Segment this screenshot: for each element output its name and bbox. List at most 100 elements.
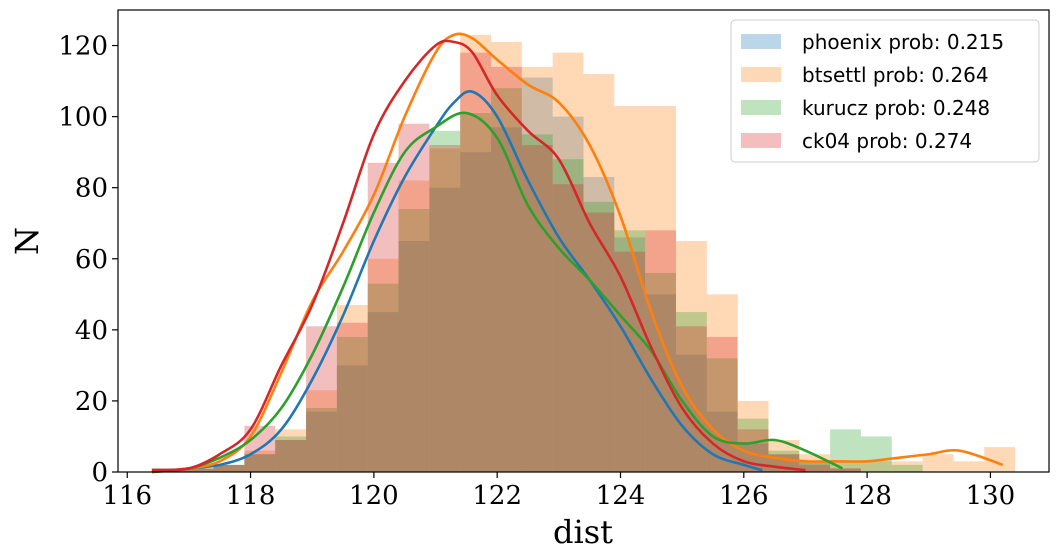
legend-swatch-series-2 <box>741 100 781 115</box>
bar <box>583 212 615 473</box>
bar <box>583 73 615 472</box>
kde-line-series-0 <box>151 89 763 474</box>
bar <box>953 461 985 472</box>
bar <box>398 123 430 472</box>
bar <box>552 159 584 472</box>
bar <box>614 105 646 472</box>
bar <box>213 464 245 472</box>
y-tick-label: 20 <box>75 387 108 417</box>
x-tick-label: 126 <box>719 481 769 511</box>
bar <box>830 461 861 472</box>
bar <box>429 145 461 473</box>
y-axis-label: N <box>8 227 46 255</box>
legend-label-series-0: phoenix prob: 0.215 <box>802 30 1004 54</box>
kde-curves <box>151 32 1004 474</box>
bar <box>521 134 553 472</box>
bar <box>213 464 245 472</box>
kde-line-series-1 <box>151 32 1004 474</box>
bar <box>891 461 923 472</box>
bar <box>213 464 245 472</box>
y-tick-label: 0 <box>91 458 108 488</box>
bar <box>491 66 522 472</box>
bar <box>182 468 214 472</box>
bar <box>830 468 861 472</box>
y-axis: 0 20 40 60 80 100 120 <box>58 32 118 488</box>
bar <box>521 145 553 473</box>
bar <box>306 408 337 472</box>
histogram-bars <box>151 34 1016 473</box>
y-tick-label: 40 <box>75 316 108 346</box>
y-tick-label: 80 <box>75 174 108 204</box>
bar <box>336 304 368 472</box>
bar <box>830 468 861 472</box>
bar <box>860 436 892 472</box>
bar <box>336 322 368 472</box>
series-2-bars <box>151 88 923 473</box>
bar <box>491 127 522 473</box>
bar <box>244 454 276 472</box>
x-tick-label: 130 <box>966 481 1016 511</box>
bar <box>429 130 461 473</box>
bar <box>398 241 430 472</box>
x-tick-label: 128 <box>842 481 892 511</box>
x-tick-label: 116 <box>102 481 152 511</box>
bar <box>182 468 214 472</box>
bar <box>182 468 214 472</box>
x-axis: 116 118 120 122 124 126 128 130 <box>102 472 1015 511</box>
legend-swatch-series-1 <box>741 67 781 82</box>
bar <box>367 283 399 472</box>
bar <box>367 162 399 473</box>
bar <box>583 201 615 472</box>
bar <box>521 77 553 473</box>
bar <box>398 209 430 472</box>
legend-frame <box>730 19 1040 163</box>
bar <box>336 365 368 472</box>
bar <box>398 180 430 473</box>
bar <box>429 148 461 472</box>
bar <box>799 464 831 472</box>
series-1-bars <box>151 34 1016 473</box>
bar <box>275 429 307 472</box>
bar <box>521 66 553 472</box>
bar <box>460 152 492 472</box>
bar <box>860 461 892 472</box>
bar <box>583 177 615 472</box>
bar <box>367 312 399 472</box>
bar <box>891 464 923 472</box>
x-tick-label: 120 <box>349 481 399 511</box>
x-axis-label: dist <box>553 513 613 551</box>
bar <box>491 88 522 472</box>
bar <box>799 461 831 472</box>
plot-frame <box>117 9 1050 473</box>
bar <box>922 454 954 472</box>
bar <box>552 52 584 473</box>
kde-line-series-3 <box>151 39 806 472</box>
x-tick-label: 122 <box>472 481 522 511</box>
bar <box>614 230 646 472</box>
x-tick-label: 124 <box>596 481 646 511</box>
legend-label-series-1: btsettl prob: 0.264 <box>802 63 989 87</box>
legend-label-series-3: ck04 prob: 0.274 <box>802 129 972 153</box>
bar <box>213 464 245 472</box>
bar <box>336 336 368 472</box>
bar <box>275 440 307 472</box>
y-tick-label: 60 <box>75 245 108 275</box>
x-tick-label: 118 <box>226 481 276 511</box>
kde-line-series-2 <box>151 111 844 474</box>
y-tick-label: 120 <box>58 32 108 62</box>
legend-swatch-series-3 <box>741 133 781 148</box>
bar <box>460 34 492 472</box>
bar <box>182 468 214 472</box>
bar <box>275 440 307 472</box>
bar <box>429 187 461 472</box>
bar <box>306 411 337 472</box>
bar <box>460 113 492 473</box>
bar <box>367 258 399 472</box>
legend: phoenix prob: 0.215 btsettl prob: 0.264 ku… <box>730 19 1040 163</box>
bar <box>244 450 276 472</box>
legend-label-series-2: kurucz prob: 0.248 <box>802 96 990 120</box>
bar <box>244 454 276 472</box>
bar <box>799 461 831 472</box>
y-tick-label: 100 <box>58 103 108 133</box>
